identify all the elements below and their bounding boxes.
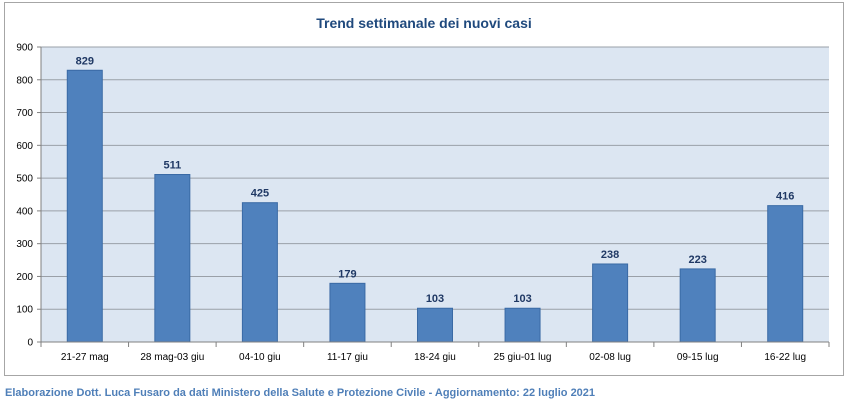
x-tick-label: 25 giu-01 lug [494,352,552,363]
x-tick-label: 11-17 giu [327,352,368,363]
bars [66,69,804,343]
y-tick-label: 200 [16,272,33,283]
bar [241,202,278,343]
data-label: 179 [338,268,356,280]
bar-chart: Trend settimanale dei nuovi casi 0 100 200… [16,15,830,363]
y-tick-label: 300 [16,239,33,250]
y-tick-label: 100 [16,305,33,316]
data-label: 829 [76,55,94,67]
data-label: 416 [776,191,794,203]
x-tick-label: 09-15 lug [677,352,719,363]
data-label: 223 [688,254,706,266]
y-tick-label: 800 [16,75,33,86]
x-tick-label: 21-27 mag [61,352,109,363]
y-tick-label: 900 [16,43,33,54]
data-label: 238 [601,249,619,261]
y-tick-label: 700 [16,108,33,119]
x-tick-label: 16-22 lug [764,352,806,363]
data-label: 511 [163,160,181,172]
data-labels: 829 511 425 179 103 103 238 223 416 [76,55,795,305]
bar [329,282,366,343]
y-tick-label: 500 [16,174,33,185]
x-axis-ticks: 21-27 mag 28 mag-03 giu 04-10 giu 11-17 giu… [40,342,830,363]
bar [66,69,103,343]
bar [417,307,453,343]
chart-title: Trend settimanale dei nuovi casi [316,15,532,31]
source-credit: Elaborazione Dott. Luca Fusaro da dati M… [5,387,596,399]
data-label: 103 [426,293,444,305]
bar [154,174,191,343]
bar [767,205,804,343]
x-tick-label: 28 mag-03 giu [140,352,204,363]
y-axis-ticks: 0 100 200 300 400 500 600 700 800 900 [16,43,41,349]
bar [504,307,541,343]
x-tick-label: 02-08 lug [589,352,631,363]
bar [679,268,716,343]
bar [592,263,629,343]
data-label: 425 [251,188,269,200]
y-tick-label: 400 [16,206,33,217]
data-label: 103 [513,293,531,305]
y-tick-label: 0 [27,338,33,349]
x-tick-label: 04-10 giu [239,352,281,363]
y-tick-label: 600 [16,141,33,152]
x-tick-label: 18-24 giu [414,352,456,363]
